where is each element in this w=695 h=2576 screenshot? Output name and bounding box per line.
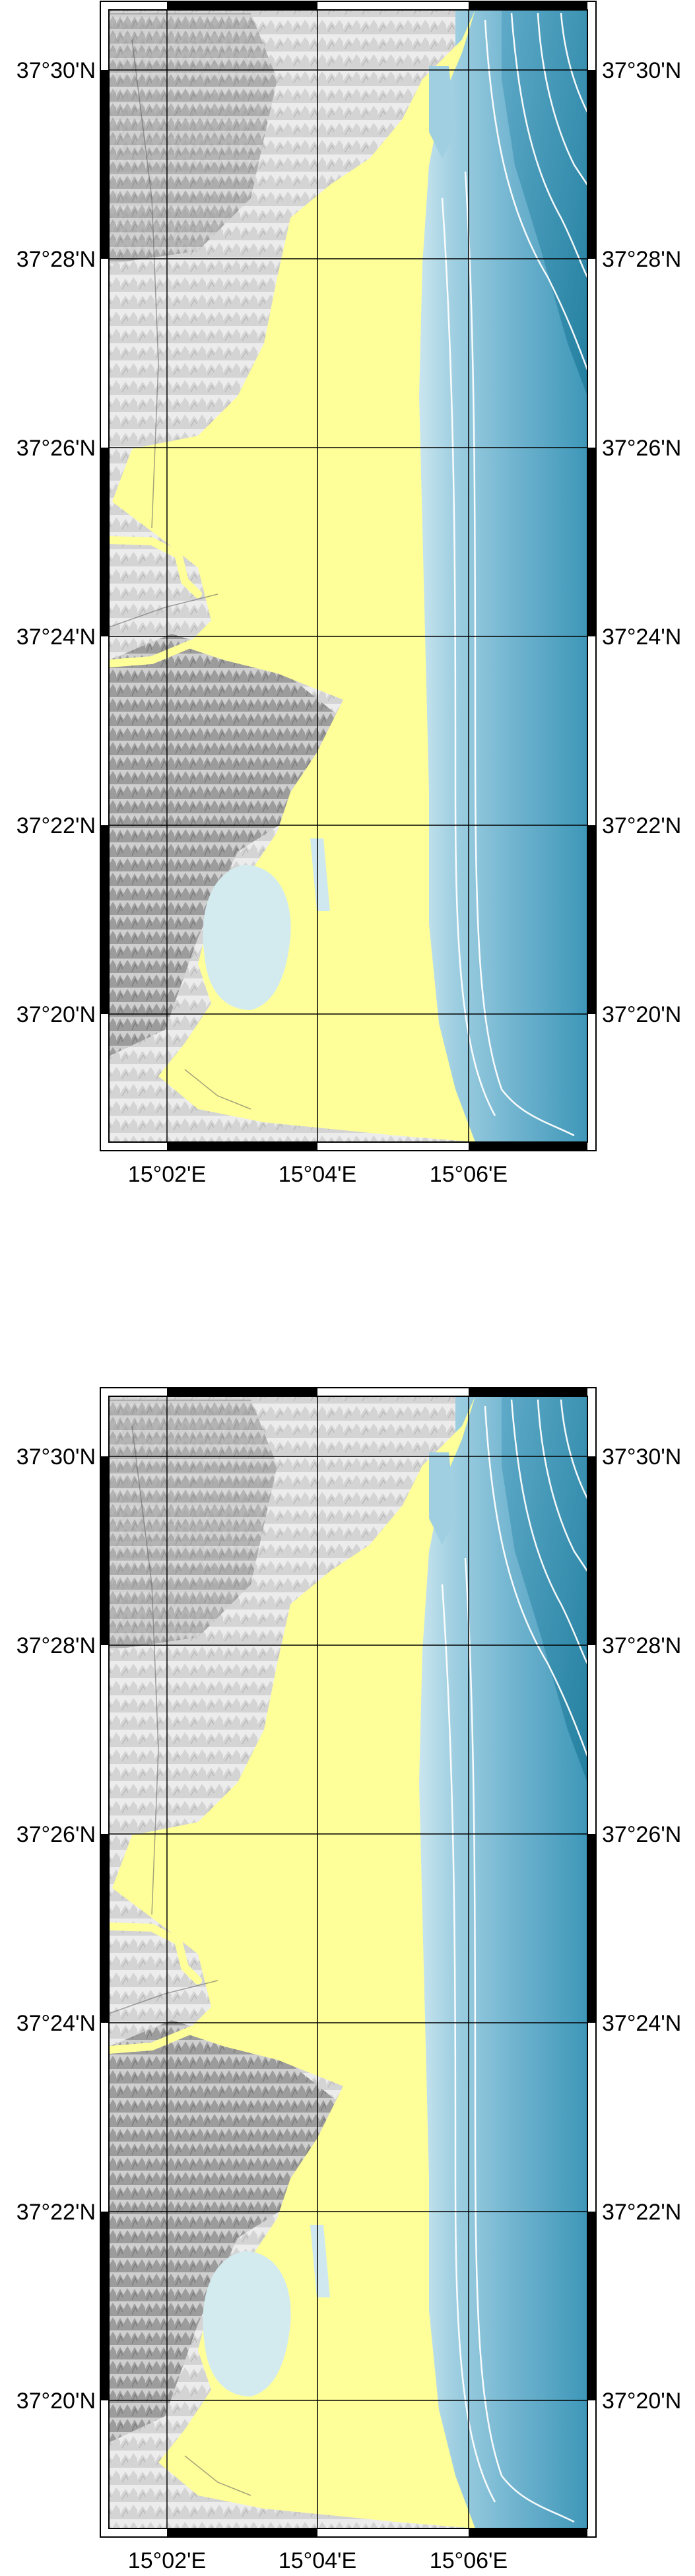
map-panel-bottom: 37°30'N 37°28'N 37°26'N 37°24'N 37°22'N … [0,1386,695,2573]
lon-labels-bottom: 15°02'E 15°04'E 15°06'E [128,1162,508,1187]
lat-label: 37°28'N [602,247,681,272]
hillshade-dark-north [109,1400,277,1650]
lat-label: 37°24'N [602,625,681,650]
lagoon [203,2251,291,2396]
lat-label: 37°30'N [602,58,681,83]
bathymetry-contours [441,13,587,1137]
lon-labels-bottom: 15°02'E 15°04'E 15°06'E [128,2548,508,2573]
hillshade-dark-north [109,13,277,264]
lat-label: 37°30'N [17,1444,96,1470]
sea-area [409,1396,587,2528]
land-plain [112,10,475,1142]
lagoon [203,865,291,1010]
lat-label: 37°22'N [17,813,96,838]
map-frame [100,1387,597,2538]
rivers [109,536,248,667]
lat-label: 37°20'N [17,2389,96,2414]
lat-label: 37°24'N [602,2011,681,2036]
roads [109,1425,251,2496]
lon-label: 15°04'E [279,2548,356,2573]
lat-label: 37°20'N [602,2389,681,2414]
wetland-channel [310,838,330,911]
lat-label: 37°26'N [602,1822,681,1847]
map-frame [100,1,597,1151]
lat-label: 37°28'N [602,1633,681,1658]
lat-label: 37°22'N [17,2200,96,2225]
lon-label: 15°02'E [128,1162,206,1187]
lat-label: 37°24'N [17,2011,96,2036]
lat-label: 37°26'N [602,436,681,461]
bathymetry-contours [441,1399,587,2523]
lon-label: 15°06'E [430,2548,508,2573]
rivers [109,1922,248,2054]
roads [109,39,251,1110]
lat-labels-left: 37°30'N 37°28'N 37°26'N 37°24'N 37°22'N … [17,1444,96,2414]
lon-label: 15°02'E [128,2548,206,2573]
wetland-channel [310,2225,330,2297]
port-basin [429,1452,455,1545]
lon-label: 15°06'E [430,1162,508,1187]
graticule [109,10,587,1142]
map-body [109,10,587,1142]
lat-label: 37°28'N [17,247,96,272]
lat-labels-right: 37°30'N 37°28'N 37°26'N 37°24'N 37°22'N … [602,1444,681,2414]
graticule [109,1396,587,2528]
lat-label: 37°22'N [602,813,681,838]
lat-label: 37°28'N [17,1633,96,1658]
map-svg: 37°30'N 37°28'N 37°26'N 37°24'N 37°22'N … [17,1,681,1187]
map-svg: 37°30'N 37°28'N 37°26'N 37°24'N 37°22'N … [17,1387,681,2573]
port-basin [429,66,455,158]
sea-area [409,10,587,1142]
lat-label: 37°30'N [602,1444,681,1470]
lat-label: 37°22'N [602,2200,681,2225]
lon-label: 15°04'E [279,1162,356,1187]
lat-label: 37°20'N [602,1002,681,1027]
map-body [109,1396,587,2528]
lat-labels-right: 37°30'N 37°28'N 37°26'N 37°24'N 37°22'N … [602,58,681,1027]
lat-label: 37°26'N [17,436,96,461]
lat-label: 37°30'N [17,58,96,83]
lat-label: 37°20'N [17,1002,96,1027]
land-plain [112,1396,475,2528]
map-panel-top: 37°30'N 37°28'N 37°26'N 37°24'N 37°22'N … [0,0,695,1187]
lat-label: 37°24'N [17,625,96,650]
lat-label: 37°26'N [17,1822,96,1847]
lat-labels-left: 37°30'N 37°28'N 37°26'N 37°24'N 37°22'N … [17,58,96,1027]
